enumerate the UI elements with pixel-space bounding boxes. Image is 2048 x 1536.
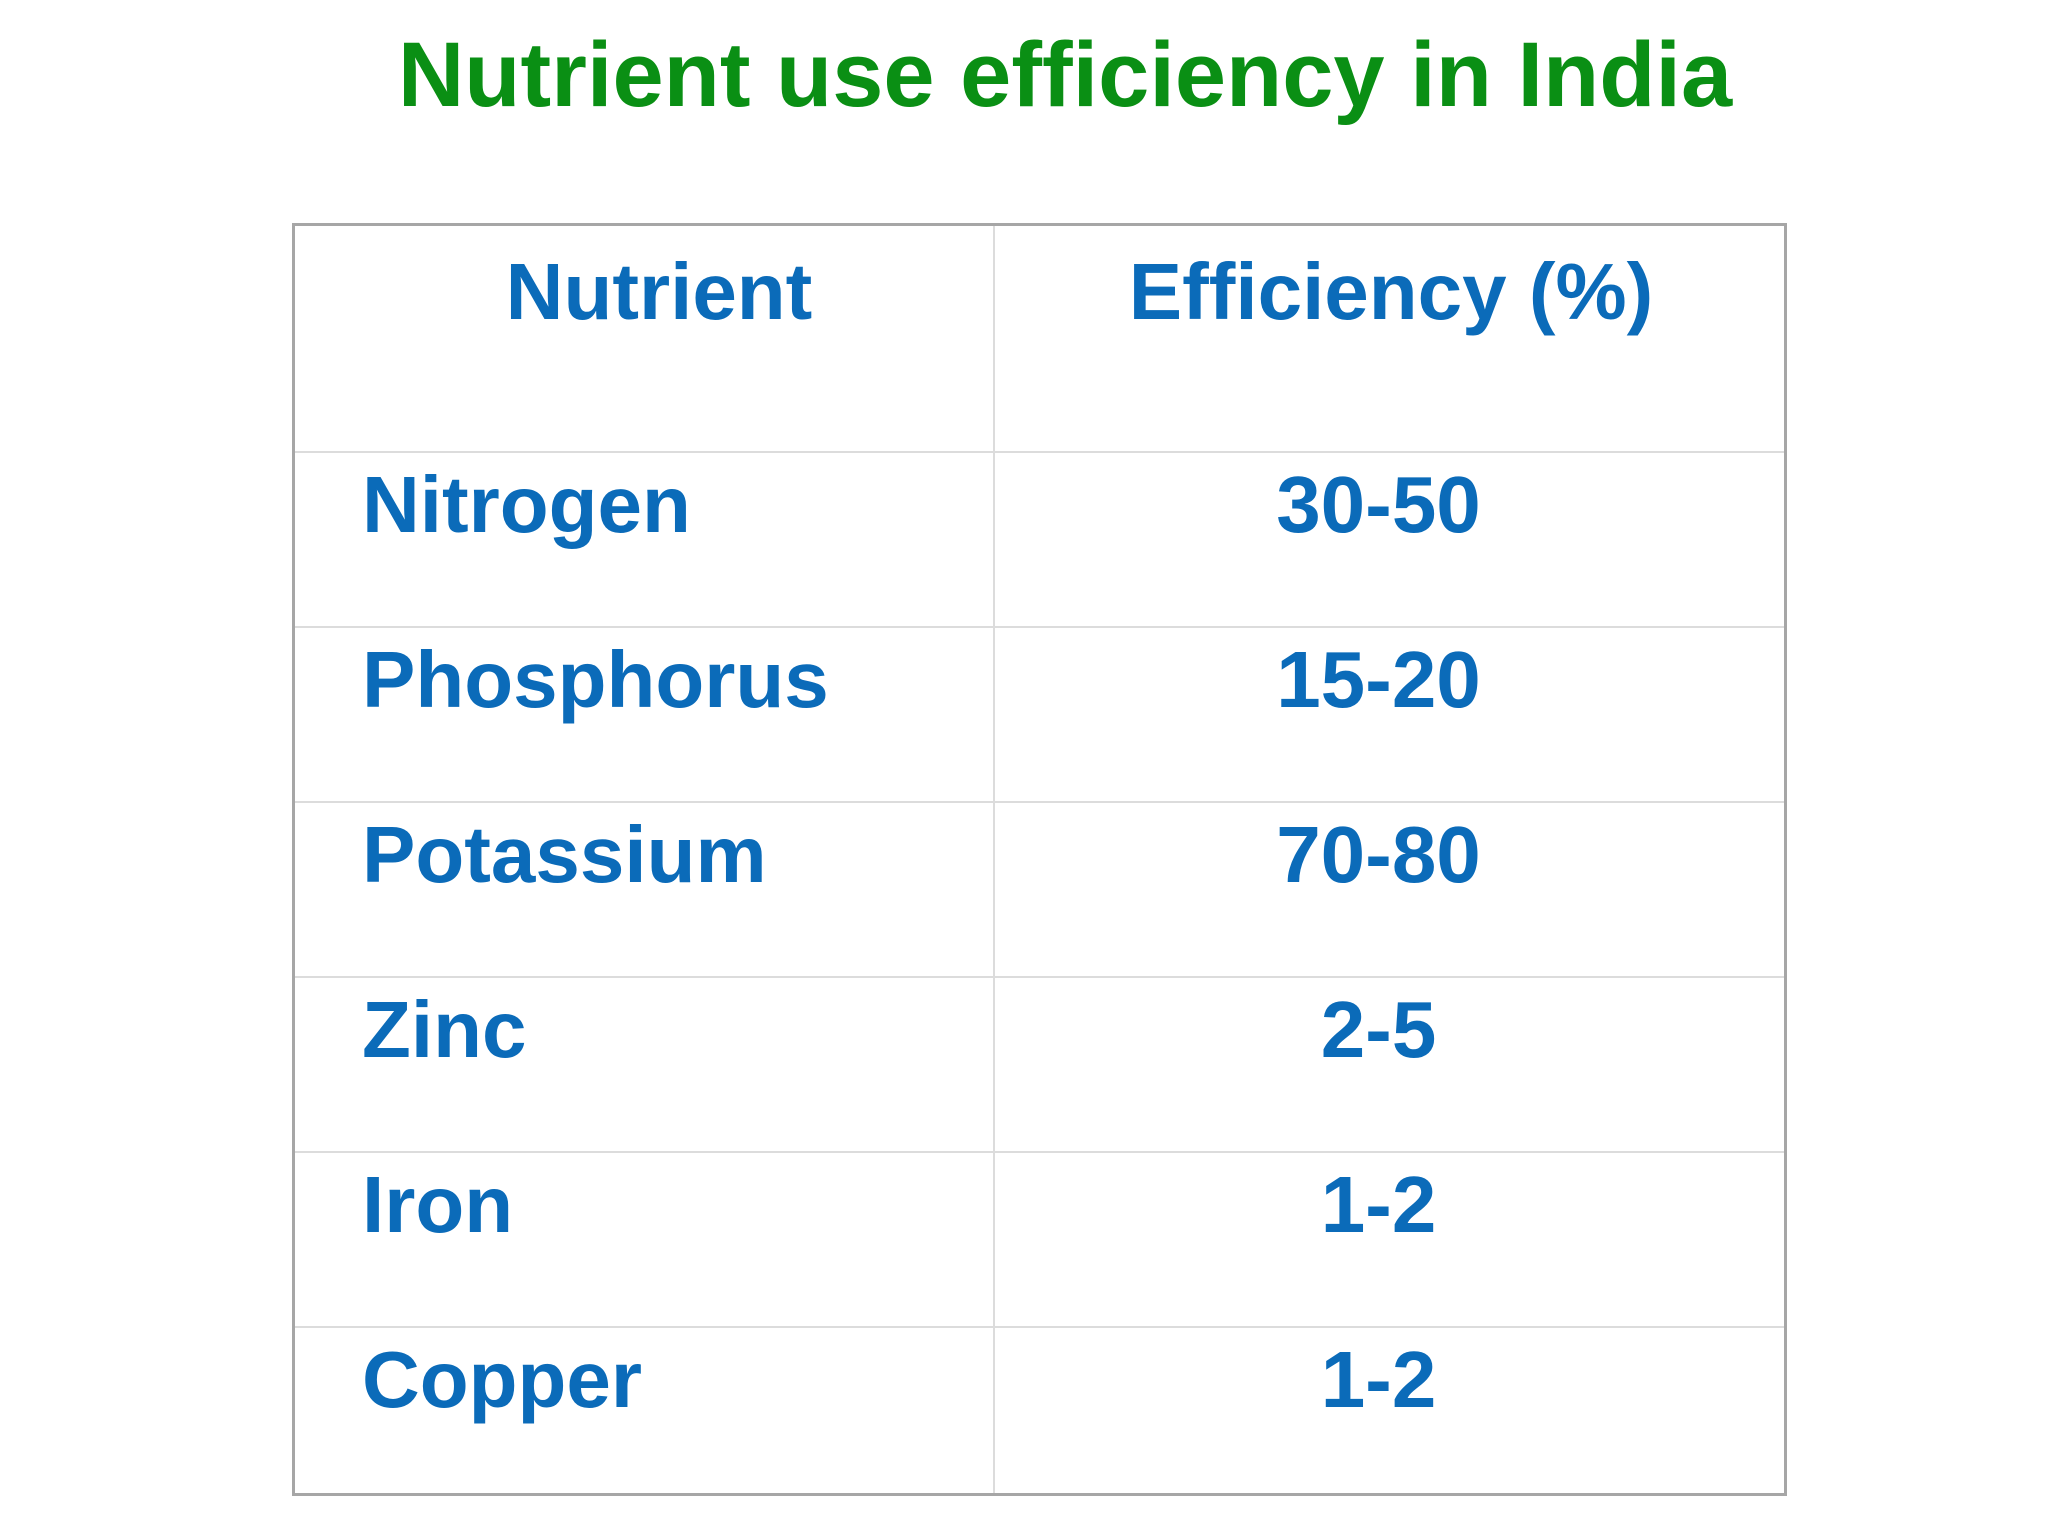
- nutrient-cell: Phosphorus: [362, 635, 829, 724]
- table-row: Iron 1-2: [295, 1151, 1784, 1326]
- nutrient-cell: Copper: [362, 1335, 642, 1424]
- header-nutrient: Nutrient: [505, 247, 813, 336]
- efficiency-cell: 30-50: [1276, 460, 1481, 549]
- table-row: Copper 1-2: [295, 1326, 1784, 1493]
- efficiency-table: Nutrient Efficiency (%) Nitrogen 30-50 P…: [292, 223, 1787, 1496]
- table-row: Potassium 70-80: [295, 801, 1784, 976]
- column-divider: [993, 226, 995, 1493]
- header-efficiency: Efficiency (%): [1128, 247, 1654, 336]
- efficiency-cell: 1-2: [1320, 1335, 1437, 1424]
- efficiency-cell: 2-5: [1320, 985, 1437, 1074]
- efficiency-cell: 15-20: [1276, 635, 1481, 724]
- nutrient-cell: Potassium: [362, 810, 767, 899]
- table-row: Nitrogen 30-50: [295, 451, 1784, 626]
- table-row: Zinc 2-5: [295, 976, 1784, 1151]
- nutrient-cell: Iron: [362, 1160, 514, 1249]
- table-row: Phosphorus 15-20: [295, 626, 1784, 801]
- nutrient-cell: Zinc: [362, 985, 527, 1074]
- page-title: Nutrient use efficiency in India: [397, 24, 1733, 126]
- efficiency-cell: 1-2: [1320, 1160, 1437, 1249]
- nutrient-cell: Nitrogen: [362, 460, 691, 549]
- efficiency-cell: 70-80: [1276, 810, 1481, 899]
- table-header-row: Nutrient Efficiency (%): [295, 226, 1784, 451]
